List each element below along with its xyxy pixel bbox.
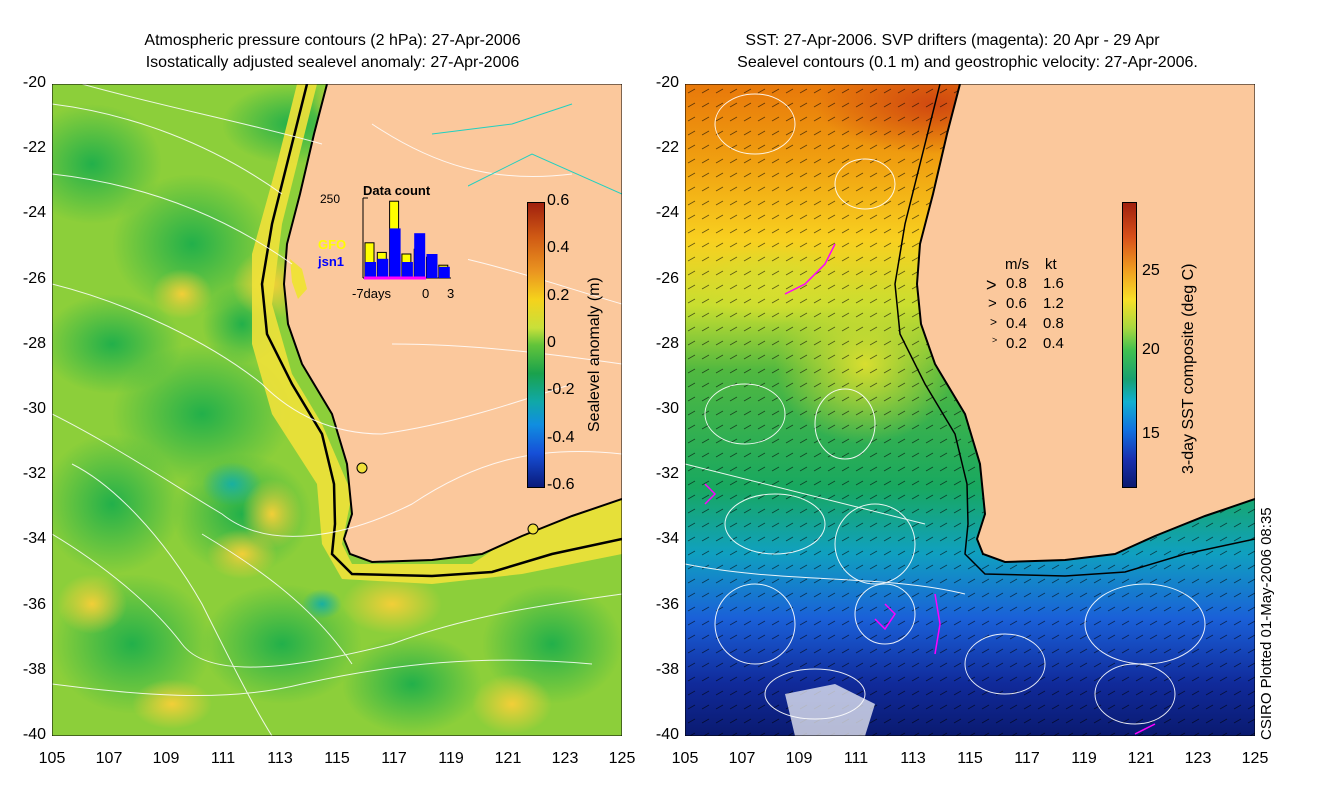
velocity-legend-header-ms: m/s [1005, 256, 1030, 273]
velocity-legend-ms: 0.8 [1006, 275, 1027, 292]
velocity-legend-arrow-icon: > [986, 275, 997, 295]
velocity-legend-kt: 1.2 [1043, 295, 1064, 312]
lat-label-left: -28 [22, 334, 46, 352]
lat-label-left: -32 [22, 465, 46, 483]
lon-label-right: 113 [900, 750, 926, 767]
velocity-legend-ms: 0.2 [1006, 335, 1027, 352]
right-title-line2: Sealevel contours (0.1 m) and geostrophi… [737, 54, 1198, 71]
lat-label-left: -38 [22, 660, 46, 678]
lat-label-left: -22 [22, 139, 46, 157]
lon-label-left: 121 [494, 750, 522, 767]
lat-label-right: -32 [655, 465, 679, 483]
lat-label-left: -36 [22, 595, 46, 613]
inset-title: Data count [363, 183, 431, 198]
lon-label-right: 125 [1241, 750, 1269, 767]
lon-label-left: 107 [95, 750, 123, 767]
lat-label-left: -30 [22, 400, 46, 417]
lon-label-right: 115 [957, 750, 983, 767]
lat-label-left: -20 [22, 74, 46, 91]
velocity-legend-ms: 0.4 [1006, 315, 1027, 332]
credit-text: CSIRO Plotted 01-May-2006 08:35 [1258, 507, 1275, 740]
right-colorbar-tick: 25 [1142, 261, 1160, 279]
lon-label-left: 117 [381, 750, 407, 767]
right-colorbar [1122, 202, 1137, 488]
left-colorbar-tick: 0.6 [547, 192, 570, 209]
lon-label-left: 105 [38, 750, 66, 767]
lat-label-right: -38 [655, 660, 679, 678]
lon-label-left: 113 [267, 750, 293, 767]
velocity-legend-arrow-icon: > [990, 315, 998, 329]
lon-label-right: 119 [1071, 750, 1097, 767]
right-colorbar-tick: 20 [1142, 341, 1160, 359]
inset-bars [364, 200, 450, 279]
velocity-legend-kt: 1.6 [1043, 275, 1064, 292]
lat-label-right: -30 [655, 400, 679, 417]
lat-label-right: -26 [655, 269, 679, 287]
lat-label-left: -26 [22, 269, 46, 287]
inset-bar-jsn1 [401, 262, 413, 278]
inset-xaxis-left: -7days [352, 286, 392, 301]
lon-label-left: 115 [324, 750, 350, 767]
lat-label-right: -22 [655, 139, 679, 157]
left-title-line2: Isostatically adjusted sealevel anomaly:… [145, 54, 520, 71]
left-colorbar-tick: -0.4 [547, 428, 575, 446]
right-title-line1: SST: 27-Apr-2006. SVP drifters (magenta)… [745, 32, 1160, 49]
right-colorbar-tick: 15 [1142, 424, 1160, 442]
lat-label-right: -28 [655, 334, 679, 352]
lon-label-left: 111 [210, 750, 236, 767]
inset-bar-jsn1 [426, 254, 438, 278]
lat-label-right: -20 [655, 74, 679, 91]
inset-bar-jsn1 [438, 266, 450, 278]
lat-label-left: -40 [22, 726, 46, 743]
inset-bar-jsn1 [414, 233, 426, 278]
lat-label-right: -36 [655, 595, 679, 613]
inset-bar-jsn1 [389, 228, 401, 278]
lon-label-right: 117 [1014, 750, 1040, 767]
lon-label-right: 111 [843, 750, 869, 767]
lon-label-right: 105 [671, 750, 699, 767]
inset-xaxis-mid: 0 [422, 286, 430, 301]
left-colorbar-tick: 0 [547, 334, 556, 351]
left-colorbar-tick: -0.6 [547, 476, 575, 493]
velocity-legend-kt: 0.4 [1043, 335, 1064, 352]
lat-label-right: -40 [655, 726, 679, 743]
data-count-inset [318, 180, 468, 305]
lat-label-left: -24 [22, 204, 46, 222]
left-title-line1: Atmospheric pressure contours (2 hPa): 2… [144, 32, 521, 49]
left-colorbar-label: Sealevel anomaly (m) [586, 277, 603, 432]
right-australia-land [917, 84, 1255, 562]
lon-label-right: 107 [728, 750, 756, 767]
right-sst-map [685, 84, 1255, 736]
velocity-legend-ms: 0.6 [1006, 295, 1027, 312]
inset-legend-jsn1: jsn1 [318, 254, 345, 269]
inset-bar-jsn1 [377, 258, 389, 278]
left-colorbar-tick: 0.2 [547, 286, 570, 304]
inset-ymax: 250 [320, 192, 341, 206]
lon-label-left: 109 [152, 750, 180, 767]
lat-label-right: -24 [655, 204, 679, 222]
velocity-legend-header-kt: kt [1045, 256, 1057, 273]
inset-bar-jsn1 [365, 262, 376, 278]
lon-label-right: 123 [1184, 750, 1212, 767]
left-colorbar [527, 202, 545, 488]
inset-legend-gfo: GFO [318, 237, 347, 252]
lon-label-left: 125 [608, 750, 636, 767]
lon-label-right: 121 [1127, 750, 1155, 767]
lat-label-right: -34 [655, 530, 679, 548]
left-colorbar-tick: 0.4 [547, 239, 570, 257]
velocity-legend-kt: 0.8 [1043, 315, 1064, 332]
velocity-legend-arrow-icon: > [988, 295, 997, 312]
left-colorbar-tick: -0.2 [547, 381, 575, 399]
lon-label-left: 119 [438, 750, 464, 767]
lon-label-left: 123 [551, 750, 579, 767]
lon-label-right: 109 [785, 750, 813, 767]
velocity-legend-arrow-icon: > [992, 335, 998, 345]
inset-xaxis-right: 3 [447, 286, 455, 301]
lat-label-left: -34 [22, 530, 46, 548]
right-colorbar-label: 3-day SST composite (deg C) [1180, 263, 1197, 474]
